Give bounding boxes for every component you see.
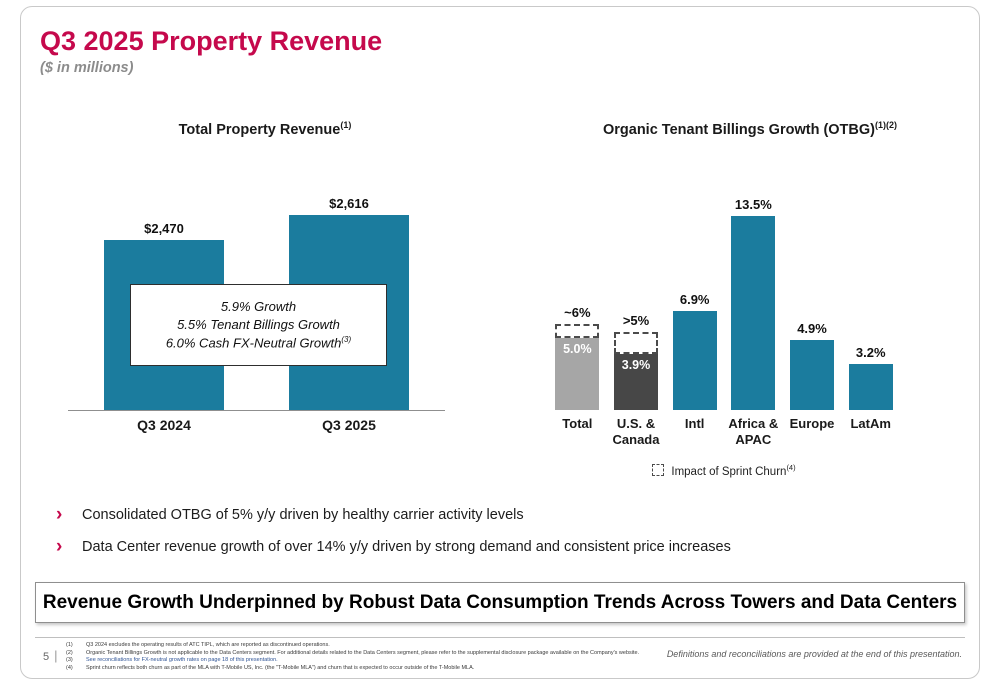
otbg-bar-plot: ~6% 5.0% >5% 3.9% 6.9% 13.5% 4.9% 3.2% [548, 195, 900, 410]
x-axis-label: Europe [789, 416, 835, 431]
bar-value-label: 13.5% [734, 197, 772, 212]
otbg-bar-intl [672, 311, 717, 410]
title-superscript: (1) [340, 120, 352, 130]
page-title: Q3 2025 Property Revenue [40, 26, 383, 56]
otbg-bar-latam [848, 364, 893, 410]
sprint-churn-legend: Impact of Sprint Churn(4) [548, 463, 900, 478]
title-superscript: (1)(2) [875, 120, 897, 130]
churn-adjusted-label: >5% [622, 313, 650, 328]
callout-line: 6.0% Cash FX-Neutral Growth(3) [165, 335, 352, 351]
bullet-item: › Consolidated OTBG of 5% y/y driven by … [56, 504, 731, 525]
bar-value-label: 5.0% [563, 342, 592, 356]
dashed-box-icon [652, 464, 665, 477]
footnote-superscript: (3) [341, 335, 352, 345]
key-message-banner: Revenue Growth Underpinned by Robust Dat… [35, 582, 965, 623]
subtitle-units: ($ in millions) [40, 60, 134, 76]
chart-title-text: Organic Tenant Billings Growth (OTBG) [602, 121, 875, 138]
bar-group-europe: 4.9% [783, 321, 842, 410]
footer-divider [35, 637, 965, 638]
page-number: 5 | [43, 648, 58, 663]
callout-line: 5.9% Growth [220, 299, 297, 315]
callout-line: 5.5% Tenant Billings Growth [177, 317, 340, 333]
bar-value-label: 4.9% [797, 321, 827, 336]
x-axis-label: LatAm [850, 416, 891, 431]
bar-group-total: ~6% 5.0% [548, 305, 607, 410]
x-axis-label: U.S. & Canada [612, 416, 660, 448]
x-axis-label: Africa & APAC [728, 416, 779, 448]
footnote-superscript: (4) [786, 463, 796, 472]
footnote-3: (3) See reconciliations for FX-neutral g… [66, 657, 666, 664]
bullet-text: Consolidated OTBG of 5% y/y driven by he… [82, 507, 524, 523]
revenue-x-axis-labels: Q3 2024 Q3 2025 [68, 417, 445, 433]
chart-title-otbg: Organic Tenant Billings Growth (OTBG)(1)… [540, 120, 960, 138]
bar-group-latam: 3.2% [841, 345, 900, 410]
x-axis-line [68, 410, 445, 411]
growth-callout-box: 5.9% Growth 5.5% Tenant Billings Growth … [130, 284, 387, 366]
churn-adjusted-label: ~6% [564, 305, 591, 320]
footnote-1: (1) Q3 2024 excludes the operating resul… [66, 642, 330, 648]
otbg-bar-europe [790, 340, 835, 410]
definitions-note: Definitions and reconciliations are prov… [666, 649, 962, 659]
bullet-text: Data Center revenue growth of over 14% y… [82, 539, 731, 555]
bar-group-africa-apac: 13.5% [724, 197, 783, 410]
chart-title-text: Total Property Revenue [178, 121, 341, 138]
bar-value-label: $2,470 [144, 221, 184, 236]
footnotes: (1) Q3 2024 excludes the operating resul… [66, 642, 666, 672]
page-number-separator: | [54, 648, 58, 663]
sprint-churn-impact-box [614, 332, 658, 354]
otbg-bar-u-s-canada: 3.9% [614, 354, 658, 410]
otbg-bar-africa-apac [731, 216, 776, 410]
bar-value-label: 3.9% [621, 358, 651, 372]
x-axis-label: Q3 2025 [322, 417, 376, 433]
bar-value-label: $2,616 [329, 196, 369, 211]
chart-title-total-property-revenue: Total Property Revenue(1) [60, 120, 470, 138]
bar-value-label: 3.2% [855, 345, 886, 360]
chevron-bullet-icon: › [56, 504, 63, 525]
bar-value-label: 6.9% [679, 292, 710, 307]
x-axis-label: Q3 2024 [137, 417, 191, 433]
bullet-list: › Consolidated OTBG of 5% y/y driven by … [56, 504, 731, 557]
bar-group-intl: 6.9% [665, 292, 724, 410]
otbg-bar-total: 5.0% [555, 338, 600, 410]
reconciliations-link[interactable]: See reconciliations for FX-neutral growt… [86, 657, 278, 663]
chevron-bullet-icon: › [56, 536, 63, 557]
sprint-churn-impact-box [555, 324, 600, 338]
x-axis-label: Total [562, 416, 593, 431]
otbg-x-axis-labels: Total U.S. & Canada Intl Africa & APAC Europ… [548, 416, 900, 449]
x-axis-label: Intl [684, 416, 705, 431]
legend-label: Impact of Sprint Churn(4) [671, 463, 796, 478]
bullet-item: › Data Center revenue growth of over 14%… [56, 536, 731, 557]
footnote-2: (2) Organic Tenant Billings Growth is no… [66, 649, 640, 656]
footnote-4: (4) Sprint churn reflects both churn as … [66, 664, 475, 671]
bar-group-u-s-canada: >5% 3.9% [607, 313, 666, 410]
